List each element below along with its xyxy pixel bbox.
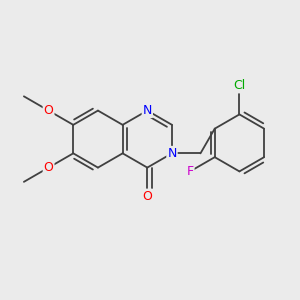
Text: O: O <box>44 104 53 117</box>
Text: N: N <box>142 104 152 117</box>
Text: F: F <box>187 165 194 178</box>
Text: N: N <box>167 147 177 160</box>
Text: Cl: Cl <box>233 80 245 92</box>
Text: O: O <box>44 161 53 174</box>
Text: O: O <box>142 190 152 202</box>
